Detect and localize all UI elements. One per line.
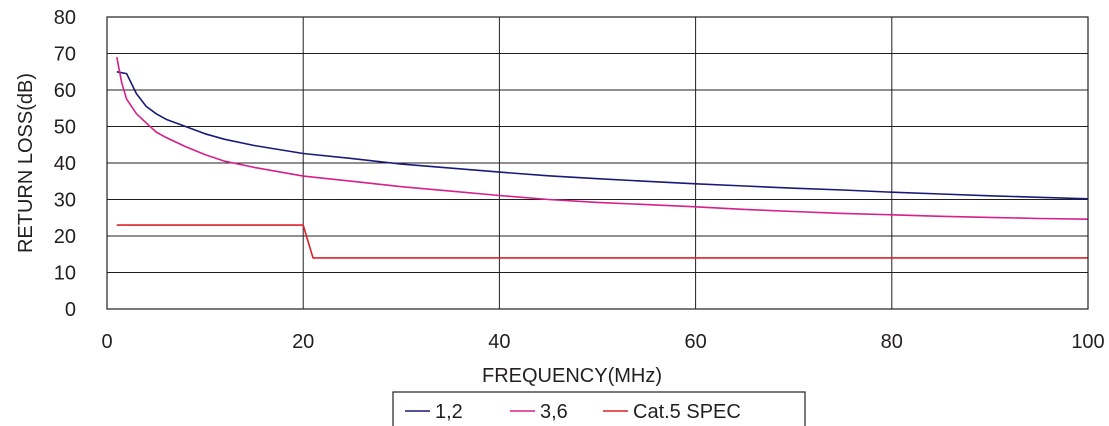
- y-tick-label: 10: [54, 263, 76, 285]
- y-tick-label: 30: [54, 190, 76, 212]
- legend: 1,2 3,6 Cat.5 SPEC: [405, 401, 741, 423]
- x-axis-title: FREQUENCY(MHz): [482, 365, 662, 387]
- x-tick-label: 60: [684, 331, 706, 353]
- x-tick-label: 0: [101, 331, 112, 353]
- plot-frame: [106, 16, 1089, 310]
- y-tick-label: 40: [54, 153, 76, 175]
- y-axis-title: RETURN LOSS(dB): [15, 73, 37, 253]
- legend-box: [392, 391, 806, 426]
- series-line-2: [116, 56, 1089, 220]
- series-lines: [116, 56, 1089, 259]
- x-tick-label: 40: [488, 331, 510, 353]
- legend-label: 1,2: [435, 401, 463, 423]
- x-tick-label: 100: [1071, 331, 1104, 353]
- y-tick-label: 60: [54, 80, 76, 102]
- y-tick-label: 50: [54, 117, 76, 139]
- y-tick-label: 80: [54, 7, 76, 29]
- x-tick-labels: 0 20 40 60 80 100: [101, 331, 1104, 353]
- x-tick-label: 20: [292, 331, 314, 353]
- x-tick-label: 80: [881, 331, 903, 353]
- series-line-3: [116, 224, 1088, 259]
- y-tick-label: 0: [65, 299, 76, 321]
- y-tick-label: 20: [54, 226, 76, 248]
- legend-label: Cat.5 SPEC: [633, 401, 741, 423]
- y-tick-labels: 0 10 20 30 40 50 60 70 80: [54, 7, 76, 321]
- series-line-1: [116, 71, 1089, 200]
- y-tick-label: 70: [54, 44, 76, 66]
- legend-label: 3,6: [540, 401, 568, 423]
